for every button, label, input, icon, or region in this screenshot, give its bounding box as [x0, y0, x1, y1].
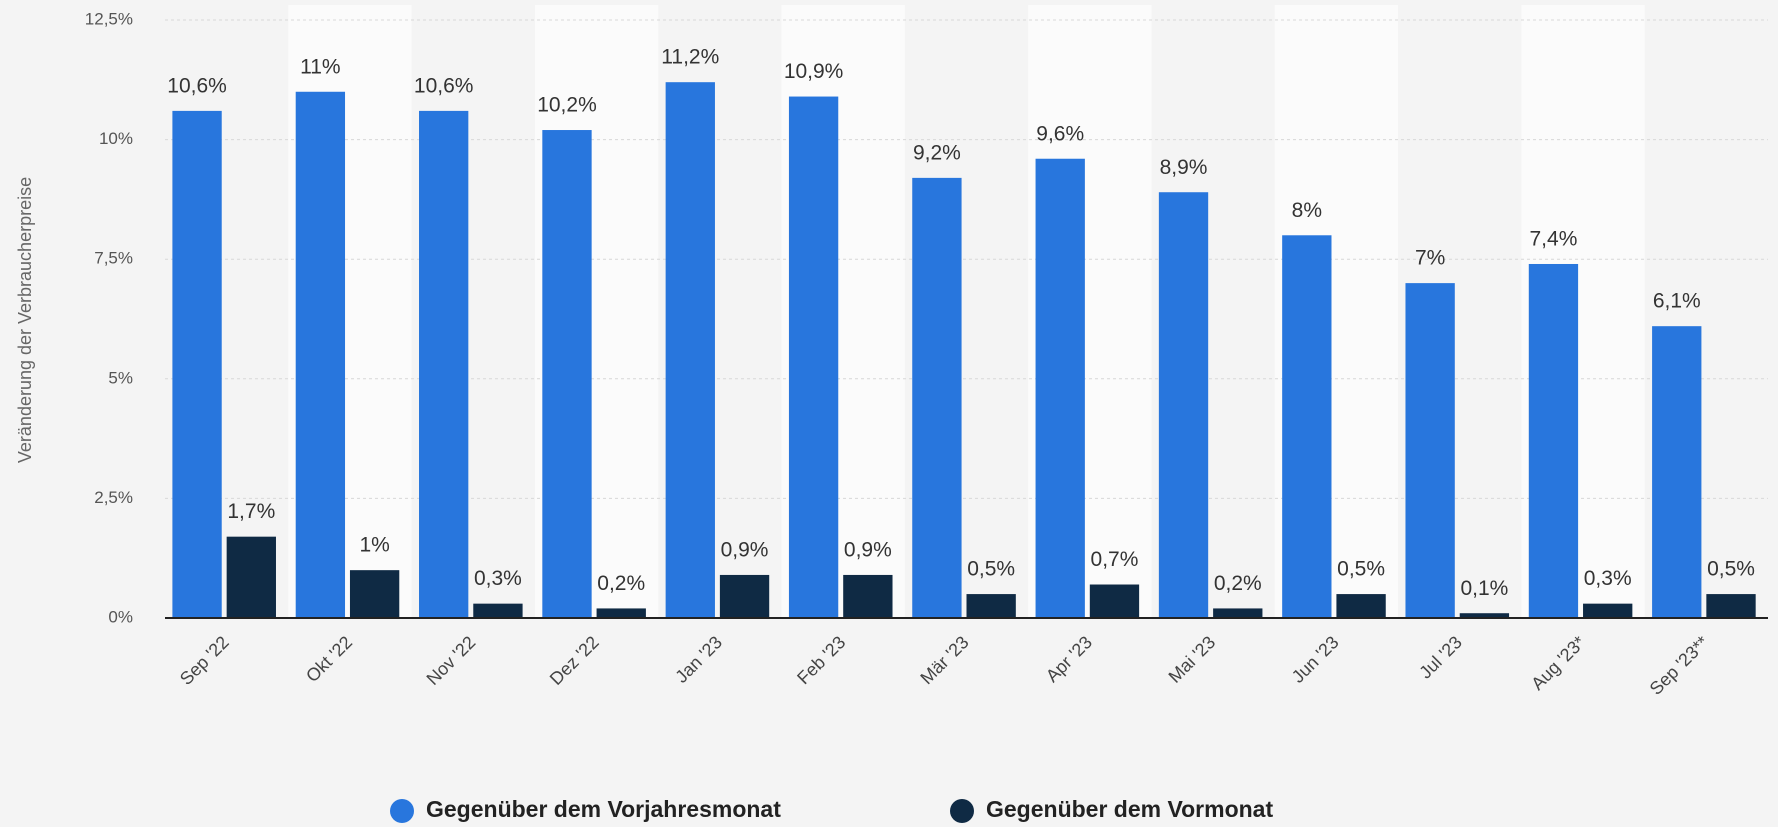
x-tick-label: Apr '23: [1042, 632, 1096, 686]
value-label: 6,1%: [1653, 290, 1701, 313]
x-tick-label: Sep '23**: [1646, 632, 1713, 699]
x-tick-label: Nov '22: [423, 632, 480, 689]
bar: [1213, 608, 1263, 618]
value-label: 11%: [300, 55, 340, 78]
bar: [912, 177, 962, 618]
bar: [473, 603, 523, 618]
value-label: 0,5%: [967, 558, 1015, 581]
x-tick-label: Aug '23*: [1527, 632, 1589, 694]
bar: [966, 594, 1016, 618]
value-label: 7%: [1415, 247, 1445, 270]
x-tick-label: Feb '23: [793, 632, 849, 688]
value-label: 0,2%: [1214, 572, 1262, 595]
bar: [172, 110, 222, 619]
bar: [1035, 158, 1085, 618]
value-label: 1%: [359, 534, 389, 557]
value-label: 10,2%: [537, 94, 597, 117]
x-tick-label: Dez '22: [546, 632, 603, 689]
legend-label: Gegenüber dem Vormonat: [986, 796, 1273, 822]
value-label: 9,6%: [1036, 122, 1084, 145]
x-tick-label: Jul '23: [1415, 632, 1466, 683]
value-label: 0,3%: [1584, 567, 1632, 590]
bar: [1652, 326, 1702, 618]
value-label: 0,7%: [1091, 548, 1139, 571]
x-tick-label: Mai '23: [1165, 632, 1220, 687]
bar: [295, 91, 346, 618]
value-label: 0,2%: [597, 572, 645, 595]
x-tick-label: Sep '22: [176, 632, 233, 689]
bar: [843, 574, 893, 618]
bar: [1336, 594, 1386, 618]
x-tick-label: Mär '23: [916, 632, 972, 688]
value-label: 7,4%: [1530, 228, 1578, 251]
value-label: 10,9%: [784, 60, 844, 83]
bar: [1158, 192, 1209, 618]
y-axis-title: Veränderung der Verbraucherpreise: [15, 177, 35, 463]
bar: [665, 82, 715, 618]
y-tick-label: 0%: [108, 607, 133, 626]
x-tick-label: Jan '23: [671, 632, 726, 687]
legend-label: Gegenüber dem Vorjahresmonat: [426, 796, 781, 822]
x-tick-label: Okt '22: [302, 632, 356, 686]
y-tick-label: 12,5%: [85, 9, 133, 28]
y-tick-label: 5%: [108, 368, 133, 387]
value-label: 8,9%: [1160, 156, 1208, 179]
value-label: 0,5%: [1337, 558, 1385, 581]
value-label: 10,6%: [414, 74, 474, 97]
bar: [349, 570, 400, 618]
bar: [1089, 584, 1140, 618]
bar: [1405, 283, 1455, 618]
value-label: 0,1%: [1460, 577, 1508, 600]
bar: [226, 536, 276, 618]
bar: [1583, 603, 1633, 618]
y-tick-label: 10%: [99, 129, 133, 148]
y-tick-label: 2,5%: [94, 488, 133, 507]
bar: [1282, 235, 1332, 618]
value-label: 0,9%: [844, 538, 892, 561]
bar: [542, 130, 592, 619]
y-tick-label: 7,5%: [94, 249, 133, 268]
bar: [1528, 263, 1579, 618]
legend-marker: [950, 799, 974, 823]
value-label: 9,2%: [913, 141, 961, 164]
value-label: 0,9%: [721, 538, 769, 561]
legend-marker: [390, 799, 414, 823]
value-label: 1,7%: [227, 500, 275, 523]
value-label: 11,2%: [661, 46, 719, 69]
value-label: 0,3%: [474, 567, 522, 590]
bar: [719, 574, 770, 618]
value-label: 0,5%: [1707, 558, 1755, 581]
bar: [1706, 594, 1756, 618]
value-label: 10,6%: [167, 74, 227, 97]
bar: [596, 608, 646, 618]
bar: [1459, 613, 1510, 618]
x-tick-label: Jun '23: [1288, 632, 1343, 687]
bar: [788, 96, 839, 618]
bar: [419, 110, 469, 619]
value-label: 8%: [1292, 199, 1322, 222]
